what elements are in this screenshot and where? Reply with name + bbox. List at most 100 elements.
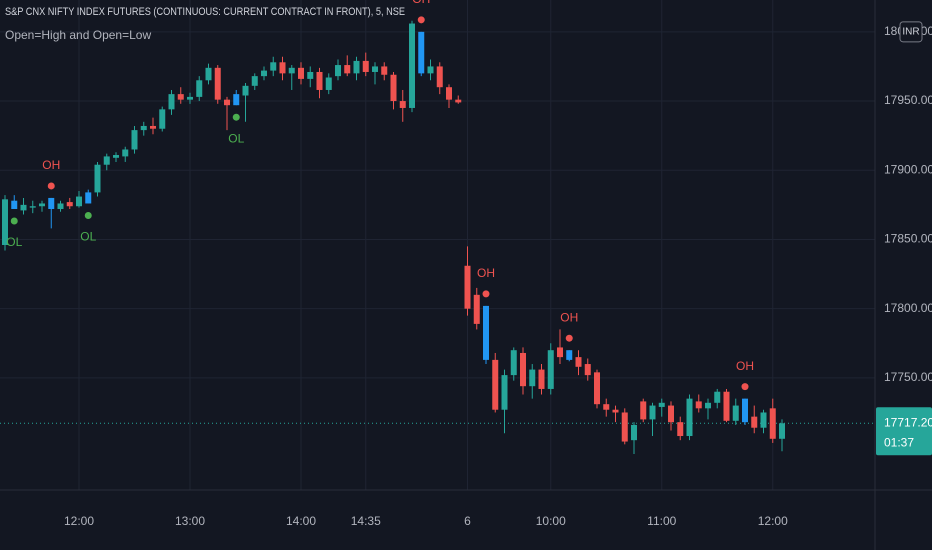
candle-body — [621, 412, 628, 442]
candle-body — [131, 130, 138, 150]
candle-body — [140, 125, 147, 131]
signal-dot — [565, 334, 573, 342]
signal-dot — [417, 16, 425, 24]
candle-body — [418, 31, 425, 74]
candle-body — [261, 70, 267, 77]
candle-body — [464, 265, 471, 309]
candle-body — [76, 196, 82, 207]
signal-dot — [482, 290, 490, 298]
signal-dot — [232, 113, 240, 121]
signal-label: OH — [42, 158, 60, 172]
candle-body — [473, 294, 480, 324]
candle-body — [242, 85, 249, 96]
signal-label: OL — [6, 235, 22, 249]
candle-body — [205, 67, 212, 81]
signal-dot — [10, 217, 18, 225]
candle-body — [409, 23, 415, 108]
candles: OL OH OL OL OH OH OH OH — [2, 0, 785, 455]
candle-body — [288, 67, 295, 74]
candle-body — [2, 199, 8, 245]
candle-body — [436, 66, 443, 88]
candle-body — [529, 369, 536, 387]
candle-body — [603, 404, 610, 410]
currency-badge — [899, 21, 923, 43]
candle-body — [57, 203, 64, 210]
signal-label: OH — [736, 359, 754, 373]
candle-body — [85, 192, 92, 204]
candle-body — [279, 62, 286, 74]
candle-body — [159, 109, 166, 129]
candle-body — [177, 94, 184, 100]
candle-body — [335, 65, 341, 77]
candle-body — [705, 402, 711, 409]
candle-body — [168, 94, 175, 110]
candle-body — [732, 405, 739, 421]
candle-body — [214, 67, 221, 100]
signal-dot — [47, 182, 55, 190]
candle-body — [631, 424, 637, 441]
candle-body — [455, 99, 462, 103]
candle-body — [538, 369, 545, 389]
candle-body — [668, 405, 674, 423]
candle-body — [298, 67, 304, 79]
candle-body — [594, 372, 600, 405]
candle-body — [381, 66, 388, 75]
candle-body — [122, 149, 129, 157]
candle-body — [316, 71, 323, 90]
x-tick-label: 10:00 — [536, 514, 566, 528]
signal-dot — [741, 383, 749, 391]
candle-body — [11, 200, 18, 210]
last-price-box — [876, 407, 932, 456]
candle-body — [20, 204, 27, 211]
countdown-label: 01:37 — [884, 435, 914, 449]
candle-body — [427, 66, 434, 74]
y-tick-label: 17950.00 — [884, 93, 932, 107]
candle-body — [584, 364, 591, 376]
signal-label: OH — [477, 266, 495, 280]
candle-body — [649, 405, 656, 420]
candle-body — [658, 402, 665, 407]
x-tick-label: 6 — [464, 514, 471, 528]
candle-body — [187, 96, 193, 100]
currency-label: INR — [902, 26, 919, 37]
candle-body — [520, 352, 526, 387]
candle-body — [399, 101, 406, 108]
candle-body — [566, 350, 573, 360]
signal-dot — [84, 211, 92, 219]
candle-body — [29, 206, 36, 208]
y-tick-label: 17800.00 — [884, 301, 932, 315]
candle-body — [695, 401, 702, 409]
candle-body — [372, 66, 378, 72]
candle-body — [48, 197, 55, 210]
candle-body — [677, 422, 684, 437]
candle-body — [66, 202, 73, 207]
candle-body — [150, 125, 156, 129]
candle-body — [251, 76, 258, 86]
y-tick-label: 17750.00 — [884, 370, 932, 384]
candle-body — [113, 155, 119, 158]
candle-body — [353, 60, 360, 74]
candle-body — [39, 203, 45, 207]
axes: 17750.00 17800.00 17850.00 17900.00 17950.00… — [64, 21, 932, 528]
last-price-label: 17717.20 — [884, 415, 932, 429]
candle-body — [686, 398, 693, 437]
signal-label: OL — [80, 230, 96, 244]
candle-body — [362, 60, 369, 72]
candle-body — [742, 398, 748, 423]
candle-body — [483, 305, 489, 360]
candle-body — [224, 99, 230, 106]
candle-body — [103, 156, 110, 165]
candle-body — [751, 416, 758, 428]
candle-body — [640, 401, 647, 420]
candle-body — [390, 74, 397, 102]
candle-body — [446, 87, 452, 100]
candle-body — [501, 375, 508, 410]
candle-body — [723, 391, 730, 421]
candle-body — [270, 62, 277, 71]
candle-body — [492, 359, 499, 410]
candle-body — [94, 164, 101, 193]
candle-body — [233, 94, 240, 106]
candle-body — [196, 80, 203, 97]
candle-body — [575, 357, 582, 367]
